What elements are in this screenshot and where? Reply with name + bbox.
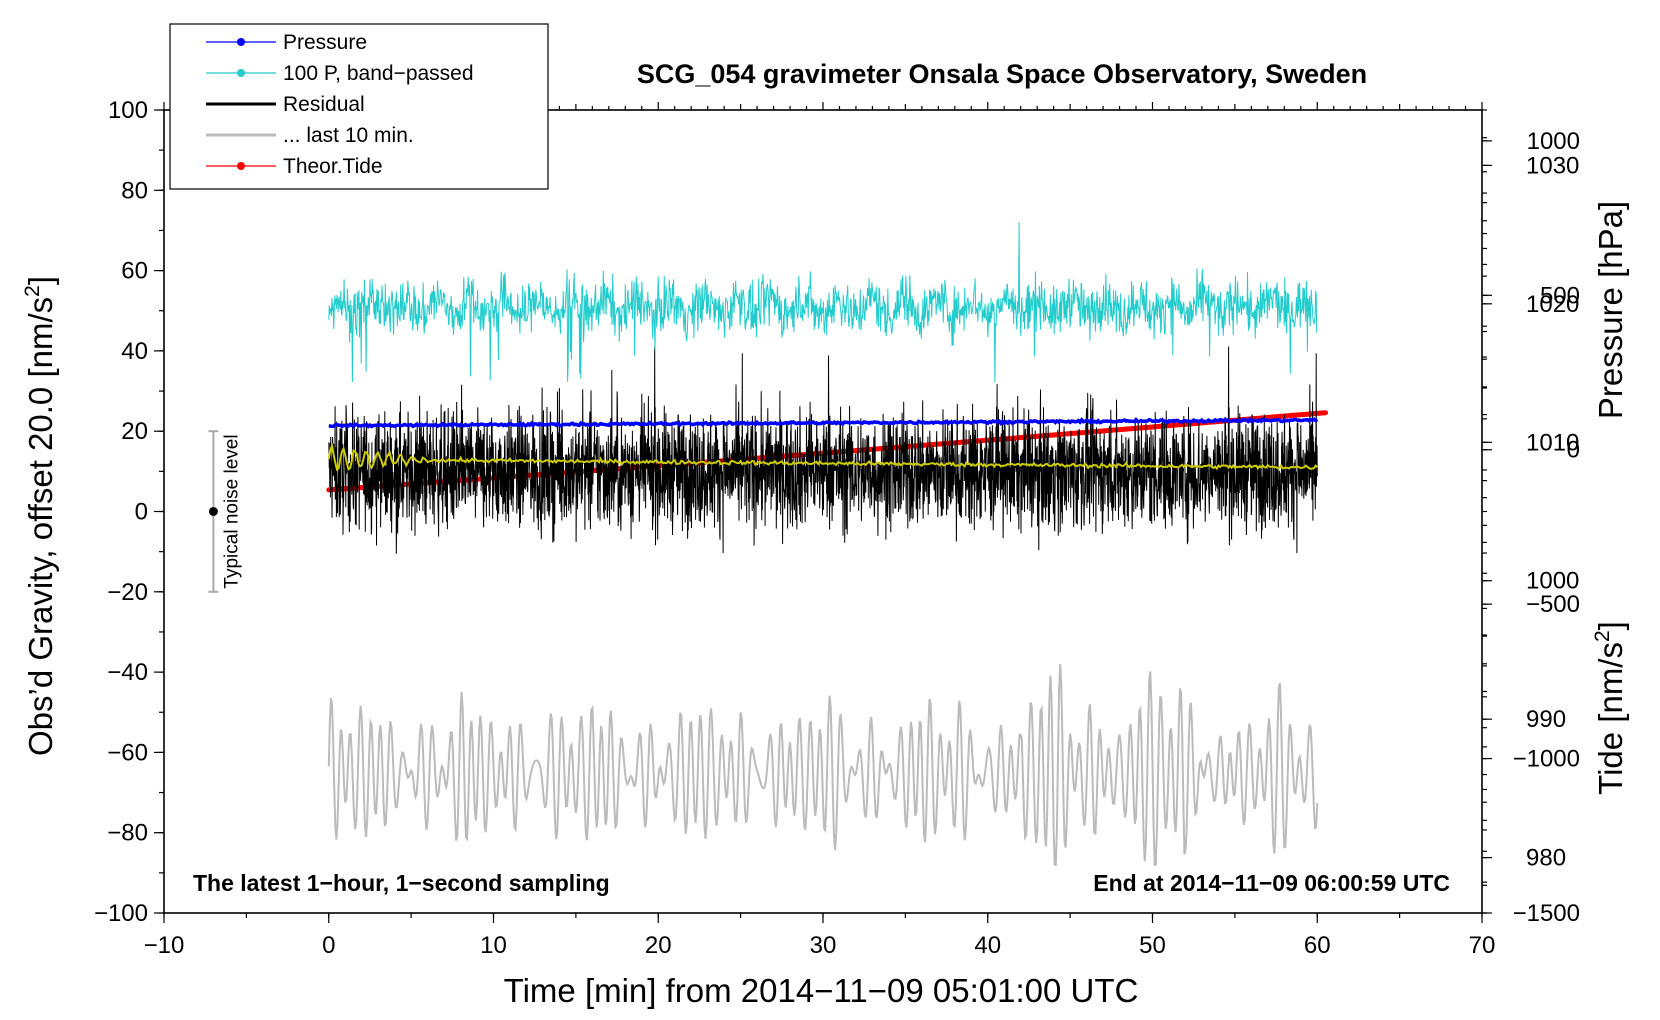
y-left-tick-label: 0 bbox=[135, 499, 148, 526]
legend-marker bbox=[237, 38, 245, 46]
y-tide-tick-label: −500 bbox=[1526, 591, 1580, 618]
x-tick-label: 0 bbox=[322, 932, 335, 959]
legend-label: ... last 10 min. bbox=[283, 124, 414, 147]
y-left-tick-label: 100 bbox=[108, 97, 148, 124]
y-left-tick-label: −40 bbox=[107, 659, 148, 686]
annotation-latest-hour: The latest 1−hour, 1−second sampling bbox=[193, 870, 610, 896]
legend-item: Residual bbox=[206, 93, 365, 116]
legend-marker bbox=[237, 69, 245, 77]
y-left-tick-label: −100 bbox=[94, 900, 148, 927]
annotation-end-time: End at 2014−11−09 06:00:59 UTC bbox=[1093, 870, 1450, 896]
legend-marker bbox=[237, 162, 245, 170]
legend-label: Theor.Tide bbox=[283, 155, 383, 178]
y-axis-label-tide: Tide [nm/s2] bbox=[1591, 621, 1629, 795]
legend-item: Pressure bbox=[206, 31, 367, 54]
noise-label: Typical noise level bbox=[221, 434, 242, 588]
y-tide-tick-label: 1000 bbox=[1527, 128, 1580, 155]
y-pressure-tick-label: 1020 bbox=[1526, 291, 1579, 318]
y-left-tick-label: 80 bbox=[121, 177, 148, 204]
series-layer bbox=[326, 222, 1328, 866]
y-pressure-tick-label: 1000 bbox=[1526, 568, 1579, 595]
series-pressure bbox=[328, 416, 1319, 429]
noise-level-indicator: Typical noise level bbox=[208, 430, 242, 593]
y-axis-label-pressure: Pressure [hPa] bbox=[1592, 201, 1629, 419]
x-tick-label: 30 bbox=[810, 932, 837, 959]
y-left-tick-label: 40 bbox=[121, 338, 148, 365]
axes: −10 0 10 20 30 40 50 60 70−100−80−60−40−20020406… bbox=[94, 97, 1580, 959]
y-left-tick-label: 60 bbox=[121, 258, 148, 285]
series-smoothed-residual bbox=[327, 442, 1318, 472]
y-left-tick-label: −60 bbox=[107, 739, 148, 766]
x-tick-label: 70 bbox=[1469, 932, 1496, 959]
legend-label: Residual bbox=[283, 93, 365, 116]
x-tick-label: 50 bbox=[1139, 932, 1166, 959]
x-tick-label: 20 bbox=[645, 932, 672, 959]
y-pressure-tick-label: 990 bbox=[1526, 706, 1566, 733]
y-pressure-tick-label: 980 bbox=[1526, 845, 1566, 872]
legend-label: 100 P, band−passed bbox=[283, 62, 474, 85]
series-pressure-bandpassed bbox=[328, 222, 1318, 383]
y-left-tick-label: −20 bbox=[107, 579, 148, 606]
legend-item: Theor.Tide bbox=[206, 155, 383, 178]
y-tide-tick-label: 0 bbox=[1567, 437, 1580, 464]
x-tick-label: 40 bbox=[974, 932, 1001, 959]
series-residual bbox=[328, 346, 1318, 554]
legend-item: 100 P, band−passed bbox=[206, 62, 474, 85]
x-tick-label: 10 bbox=[480, 932, 507, 959]
legend-item: ... last 10 min. bbox=[206, 124, 414, 147]
series-last-10-min bbox=[327, 664, 1319, 866]
noise-bar-center-dot bbox=[208, 507, 218, 516]
x-tick-label: 60 bbox=[1304, 932, 1331, 959]
y-tide-tick-label: −1500 bbox=[1513, 900, 1580, 927]
y-tide-tick-label: 500 bbox=[1540, 282, 1580, 309]
y-axis-label-left: Obs’d Gravity, offset 20.0 [nm/s2] bbox=[21, 276, 59, 756]
y-tide-tick-label: −1000 bbox=[1513, 746, 1580, 773]
legend: Pressure 100 P, band−passed Residual ... la… bbox=[169, 23, 549, 190]
chart-title: SCG_054 gravimeter Onsala Space Observat… bbox=[637, 59, 1367, 89]
x-tick-label: −10 bbox=[144, 932, 185, 959]
y-pressure-tick-label: 1010 bbox=[1526, 429, 1579, 456]
legend-label: Pressure bbox=[283, 31, 367, 54]
y-left-tick-label: 20 bbox=[121, 418, 148, 445]
legend-box bbox=[169, 23, 549, 190]
y-left-tick-label: −80 bbox=[107, 820, 148, 847]
y-pressure-tick-label: 1030 bbox=[1526, 152, 1579, 179]
x-axis-label: Time [min] from 2014−11−09 05:01:00 UTC bbox=[504, 972, 1139, 1009]
